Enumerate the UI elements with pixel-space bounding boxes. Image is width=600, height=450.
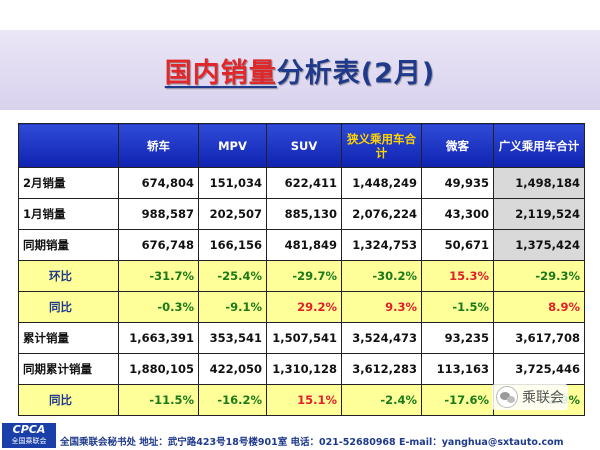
table-cell: 15.1%: [266, 384, 342, 416]
page-title: 国内销量分析表(2月): [165, 51, 435, 90]
table-cell: -2.4%: [341, 384, 422, 416]
table-row: 1月销量 988,587 202,507 885,130 2,076,224 4…: [18, 198, 585, 230]
table-cell: 8.9%: [493, 291, 585, 323]
table-cell-total: 1,498,184: [493, 167, 585, 199]
footer: 全国乘联会秘书处 地址：武宁路423号18号楼901室 电话：021-52680…: [0, 428, 600, 450]
header-row: 轿车 MPV SUV 狭义乘用车合计 微客 广义乘用车合计: [18, 123, 585, 168]
table-cell: -17.6%: [421, 384, 494, 416]
table-cell: 1,880,105: [118, 353, 199, 385]
table-cell: 29.2%: [266, 291, 342, 323]
table-cell: 166,156: [198, 229, 267, 261]
table-cell: 885,130: [266, 198, 342, 230]
title-band: 国内销量分析表(2月): [0, 30, 600, 110]
table-cell: -11.5%: [118, 384, 199, 416]
row-label: 2月销量: [18, 167, 119, 199]
header-narrow-total: 狭义乘用车合计: [341, 123, 422, 168]
watermark-text: 乘联会: [522, 390, 564, 406]
table-cell: -29.7%: [266, 260, 342, 292]
table-row: 同比 -11.5% -16.2% 15.1% -2.4% -17.6% -2.9…: [18, 384, 585, 416]
table-cell: 3,524,473: [341, 322, 422, 354]
table-cell: 1,507,541: [266, 322, 342, 354]
wechat-icon: [496, 386, 518, 408]
table-cell: 1,324,753: [341, 229, 422, 261]
table-cell: 988,587: [118, 198, 199, 230]
table-cell: 202,507: [198, 198, 267, 230]
header-suv: SUV: [266, 123, 342, 168]
table-cell: -16.2%: [198, 384, 267, 416]
header-broad-total: 广义乘用车合计: [493, 123, 585, 168]
row-label: 同期累计销量: [18, 353, 119, 385]
header-mpv: MPV: [198, 123, 267, 168]
table-row: 2月销量 674,804 151,034 622,411 1,448,249 4…: [18, 167, 585, 199]
title-part-2: 分析表(2月): [276, 57, 436, 89]
row-label: 同比: [18, 291, 119, 323]
row-label: 累计销量: [18, 322, 119, 354]
table-cell: 481,849: [266, 229, 342, 261]
row-label: 环比: [18, 260, 119, 292]
table-cell: 1,310,128: [266, 353, 342, 385]
table-cell: -30.2%: [341, 260, 422, 292]
table-cell: -31.7%: [118, 260, 199, 292]
table-cell: 674,804: [118, 167, 199, 199]
table-cell: 3,612,283: [341, 353, 422, 385]
table-cell: 676,748: [118, 229, 199, 261]
row-label: 1月销量: [18, 198, 119, 230]
table-row: 同期销量 676,748 166,156 481,849 1,324,753 5…: [18, 229, 585, 261]
table-cell: 43,300: [421, 198, 494, 230]
table-cell: 113,163: [421, 353, 494, 385]
header-cell-empty: [18, 123, 119, 168]
table-row: 同比 -0.3% -9.1% 29.2% 9.3% -1.5% 8.9%: [18, 291, 585, 323]
wechat-watermark: 乘联会: [492, 384, 568, 410]
header-minivan: 微客: [421, 123, 494, 168]
table-cell-total: 2,119,524: [493, 198, 585, 230]
table-cell-total: 1,375,424: [493, 229, 585, 261]
table-cell: 151,034: [198, 167, 267, 199]
table-cell: -25.4%: [198, 260, 267, 292]
table-row: 累计销量 1,663,391 353,541 1,507,541 3,524,4…: [18, 322, 585, 354]
table-cell: 15.3%: [421, 260, 494, 292]
header-sedan: 轿车: [118, 123, 199, 168]
footer-text: 全国乘联会秘书处 地址：武宁路423号18号楼901室 电话：021-52680…: [60, 437, 564, 448]
table-cell: 49,935: [421, 167, 494, 199]
table-cell: 50,671: [421, 229, 494, 261]
table-cell: 1,448,249: [341, 167, 422, 199]
logo-cn: 全国乘联会: [11, 437, 47, 445]
table-cell: 9.3%: [341, 291, 422, 323]
table-cell: -29.3%: [493, 260, 585, 292]
row-label: 同期销量: [18, 229, 119, 261]
row-label: 同比: [18, 384, 119, 416]
table-row: 同期累计销量 1,880,105 422,050 1,310,128 3,612…: [18, 353, 585, 385]
logo-abbr: CPCA: [12, 423, 46, 436]
table-cell: -0.3%: [118, 291, 199, 323]
sales-table: 轿车 MPV SUV 狭义乘用车合计 微客 广义乘用车合计 2月销量 674,8…: [18, 123, 585, 416]
table-cell: 422,050: [198, 353, 267, 385]
title-part-1: 国内销量: [164, 57, 277, 89]
table-cell: 622,411: [266, 167, 342, 199]
table-cell: 1,663,391: [118, 322, 199, 354]
cpca-logo: CPCA 全国乘联会: [2, 423, 56, 448]
table-cell: 2,076,224: [341, 198, 422, 230]
table-cell: 3,617,708: [493, 322, 585, 354]
table-cell: 3,725,446: [493, 353, 585, 385]
table-cell: 353,541: [198, 322, 267, 354]
table-cell: -1.5%: [421, 291, 494, 323]
table-cell: 93,235: [421, 322, 494, 354]
table-cell: -9.1%: [198, 291, 267, 323]
table-row: 环比 -31.7% -25.4% -29.7% -30.2% 15.3% -29…: [18, 260, 585, 292]
